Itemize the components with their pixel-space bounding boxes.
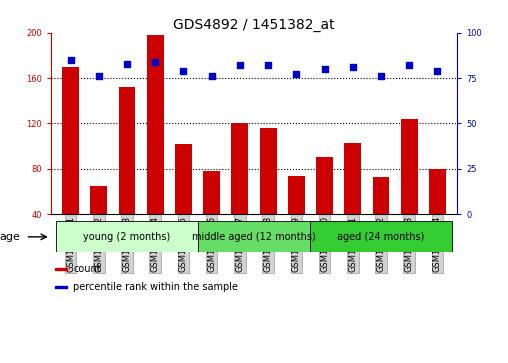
Bar xyxy=(344,143,361,214)
Point xyxy=(67,57,75,63)
Title: GDS4892 / 1451382_at: GDS4892 / 1451382_at xyxy=(173,18,335,32)
Bar xyxy=(429,169,446,214)
Text: middle aged (12 months): middle aged (12 months) xyxy=(192,232,316,242)
Text: young (2 months): young (2 months) xyxy=(83,232,171,242)
Bar xyxy=(55,268,67,270)
Bar xyxy=(203,171,220,214)
Bar xyxy=(288,176,305,214)
Point xyxy=(433,68,441,74)
Point xyxy=(94,73,103,79)
Bar xyxy=(175,144,192,214)
Text: aged (24 months): aged (24 months) xyxy=(337,232,425,242)
Point xyxy=(123,61,131,66)
Point xyxy=(151,59,160,65)
Bar xyxy=(55,286,67,288)
Point xyxy=(377,73,385,79)
Point xyxy=(292,72,300,77)
Bar xyxy=(232,123,248,214)
Bar xyxy=(90,186,107,214)
Bar xyxy=(316,158,333,214)
Bar xyxy=(62,67,79,214)
Bar xyxy=(198,221,310,252)
Point xyxy=(264,62,272,68)
Point xyxy=(405,62,414,68)
Bar xyxy=(401,119,418,214)
Bar xyxy=(260,128,276,214)
Point xyxy=(208,73,216,79)
Point xyxy=(179,68,187,74)
Bar xyxy=(147,35,164,214)
Bar xyxy=(372,177,390,214)
Point xyxy=(236,62,244,68)
Point xyxy=(348,64,357,70)
Text: count: count xyxy=(73,264,101,274)
Bar xyxy=(118,87,136,214)
Bar xyxy=(310,221,452,252)
Point xyxy=(321,66,329,72)
Text: percentile rank within the sample: percentile rank within the sample xyxy=(73,282,238,292)
Bar xyxy=(56,221,198,252)
Text: age: age xyxy=(0,232,20,242)
